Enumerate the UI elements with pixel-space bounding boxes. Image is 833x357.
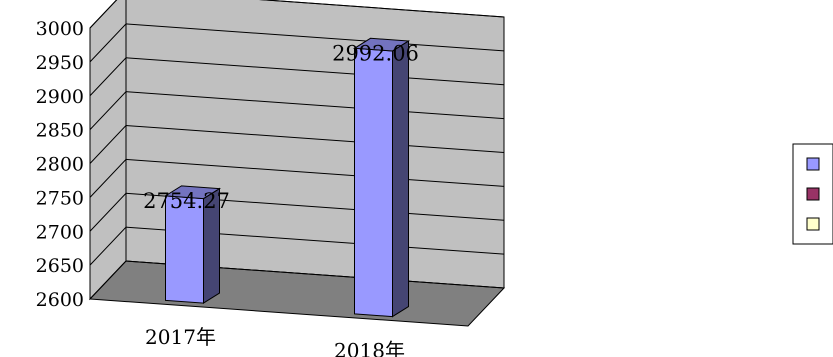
data-label: 2992.06 [332, 41, 419, 65]
chart-side-wall [89, 0, 127, 301]
y-tick-label: 2800 [36, 154, 84, 176]
y-tick-label: 2750 [36, 187, 84, 209]
bar-1 [163, 185, 222, 305]
y-tick-label: 2600 [36, 289, 84, 311]
bar-top [352, 37, 411, 52]
bars [163, 37, 411, 318]
bar-front [354, 47, 393, 318]
y-tick-label: 2950 [36, 52, 84, 74]
bar-top [163, 185, 222, 200]
data-labels: 2754.27 2992.06 [143, 41, 419, 213]
x-tick-label: 2017年 [145, 325, 216, 349]
gridline [89, 0, 505, 29]
y-tick-label: 2650 [36, 255, 84, 277]
y-tick-label: 2700 [36, 221, 84, 243]
bar-2 [352, 37, 411, 318]
y-tick-label: 2900 [36, 86, 84, 108]
y-axis-ticks: 2600 2650 2700 2750 2800 2850 2900 2950 3000 [36, 18, 84, 311]
legend-swatch [806, 187, 820, 201]
bar-side [392, 40, 409, 318]
y-tick-label: 2850 [36, 120, 84, 142]
x-axis-labels: 2017年 2018年 [145, 325, 405, 357]
x-tick-label: 2018年 [334, 338, 405, 357]
legend-swatch [806, 157, 820, 171]
legend-swatch [806, 217, 820, 231]
legend [792, 143, 833, 245]
data-label: 2754.27 [143, 189, 230, 213]
y-tick-label: 3000 [36, 18, 84, 40]
